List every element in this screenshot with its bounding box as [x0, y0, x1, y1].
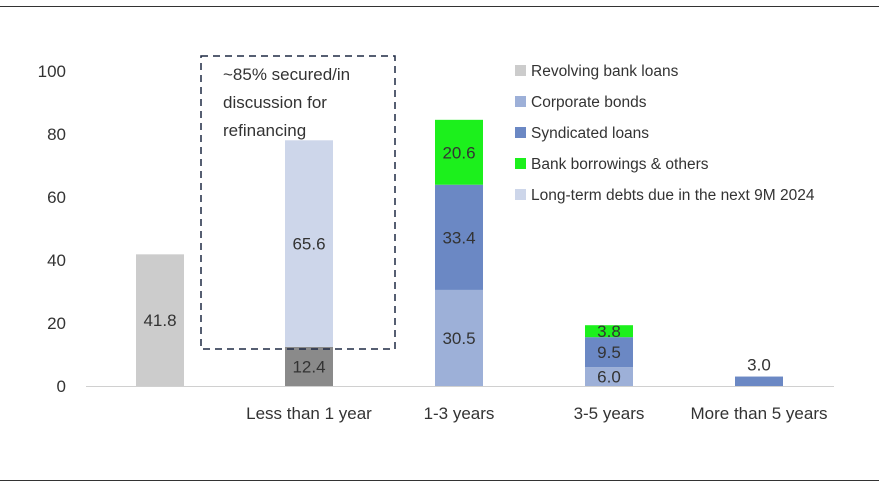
x-category-label: 1-3 years — [424, 404, 495, 423]
refinancing-annotation-box — [200, 55, 396, 350]
data-label: 9.5 — [597, 343, 621, 362]
data-labels: 41.8 12.4 65.6 30.5 33.4 20.6 6.0 9.5 3.8 3.0 — [143, 143, 770, 386]
y-axis: 0 20 40 60 80 100 — [38, 62, 66, 396]
data-label: 6.0 — [597, 368, 621, 387]
bar-segment — [585, 325, 633, 338]
y-tick-label: 40 — [47, 251, 66, 270]
bars — [136, 119, 783, 386]
bar-segment — [285, 346, 333, 386]
bar-segment — [585, 367, 633, 386]
legend: Revolving bank loans Corporate bonds Syndi… — [515, 63, 815, 204]
bar-segment — [435, 289, 483, 386]
legend-swatch — [515, 96, 526, 107]
bar-segment — [585, 337, 633, 368]
annotation-line: ~85% secured/in — [223, 65, 350, 84]
y-tick-label: 100 — [38, 62, 66, 81]
annotation-line: refinancing — [223, 121, 306, 140]
legend-label: Long-term debts due in the next 9M 2024 — [531, 187, 815, 204]
bar-segment — [285, 140, 333, 347]
legend-swatch — [515, 65, 526, 76]
legend-swatch — [515, 158, 526, 169]
legend-label: Bank borrowings & others — [531, 156, 709, 173]
bar-segment — [136, 254, 184, 386]
legend-swatch — [515, 127, 526, 138]
data-label: 12.4 — [292, 357, 325, 376]
data-label: 20.6 — [442, 143, 475, 162]
legend-label: Syndicated loans — [531, 125, 649, 142]
legend-label: Corporate bonds — [531, 94, 647, 111]
annotation-line: discussion for — [223, 93, 327, 112]
x-category-label: Less than 1 year — [246, 404, 372, 423]
y-tick-label: 0 — [57, 377, 66, 396]
y-tick-label: 60 — [47, 188, 66, 207]
x-category-label: More than 5 years — [690, 404, 827, 423]
data-label: 65.6 — [292, 235, 325, 254]
bar-segment — [735, 376, 783, 386]
data-label: 30.5 — [442, 329, 475, 348]
data-label: 3.0 — [747, 356, 771, 375]
data-label: 33.4 — [442, 228, 475, 247]
x-category-label: 3-5 years — [574, 404, 645, 423]
refinancing-annotation: ~85% secured/in discussion for refinancing — [223, 65, 350, 140]
y-tick-label: 20 — [47, 314, 66, 333]
bar-segment — [435, 184, 483, 290]
bar-segment — [435, 119, 483, 185]
x-axis: Less than 1 year 1-3 years 3-5 years More t… — [246, 404, 827, 423]
data-label: 3.8 — [597, 322, 621, 341]
data-label: 41.8 — [143, 311, 176, 330]
legend-swatch — [515, 189, 526, 200]
legend-label: Revolving bank loans — [531, 63, 679, 80]
y-tick-label: 80 — [47, 125, 66, 144]
